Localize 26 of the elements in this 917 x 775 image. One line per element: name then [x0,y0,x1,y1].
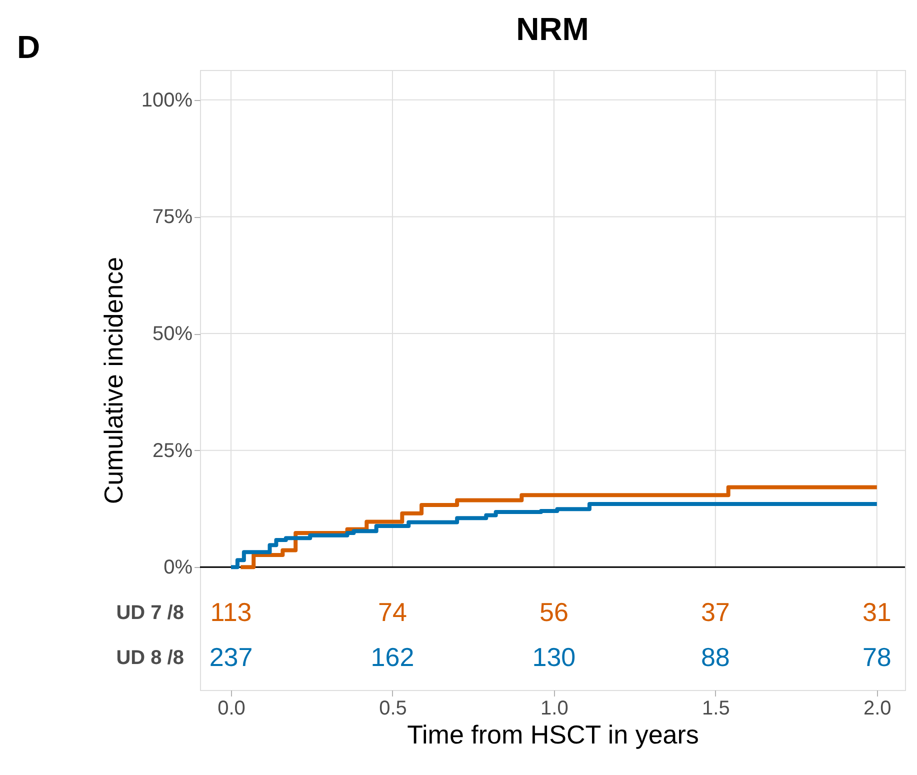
annotation: 237 [209,642,253,672]
annotation: 130 [532,642,576,672]
x-tick-label: 0.5 [379,698,407,720]
annotation: 31 [862,597,892,627]
y-tick-label: 100% [141,89,193,112]
annotation: 88 [700,642,730,672]
annotation: 162 [370,642,414,672]
text: D [17,29,40,65]
text: UD 8 /8 [116,647,184,669]
chart-title: NRM [516,11,589,47]
x-tick-label: 1.5 [702,698,730,720]
annotation: 56 [539,597,568,627]
y-tick-label: 50% [152,323,193,346]
y-axis-title: Cumulative incidence [98,256,128,504]
y-tick-label: 25% [152,440,193,462]
annotation: 113 [210,597,252,627]
annotation: 78 [862,642,892,672]
x-tick-label: 1.0 [540,698,568,720]
text: UD 7 /8 [116,602,184,624]
y-tick-label: 0% [164,556,193,579]
x-axis-title: Time from HSCT in years [407,720,699,750]
x-tick-label: 2.0 [863,698,892,720]
x-tick-label: 0.0 [218,698,246,720]
y-tick-label: 75% [152,206,193,228]
annotation: 74 [378,597,407,627]
annotation: 37 [700,597,730,627]
